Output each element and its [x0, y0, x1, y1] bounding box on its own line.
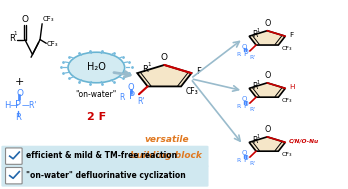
- Text: C/N/O-Nu: C/N/O-Nu: [289, 138, 319, 143]
- Text: P: P: [243, 49, 248, 58]
- Polygon shape: [249, 31, 285, 45]
- Polygon shape: [137, 65, 191, 86]
- Text: O: O: [264, 19, 270, 28]
- Text: versatile: versatile: [144, 135, 189, 144]
- Text: F: F: [289, 32, 293, 38]
- Circle shape: [68, 52, 125, 83]
- Text: CF₃: CF₃: [282, 46, 292, 51]
- Text: R': R': [137, 97, 145, 106]
- FancyBboxPatch shape: [1, 146, 208, 167]
- Text: O: O: [264, 125, 270, 134]
- Text: O: O: [161, 53, 168, 62]
- FancyBboxPatch shape: [1, 165, 208, 187]
- Text: P: P: [243, 155, 248, 164]
- Text: R: R: [237, 104, 241, 109]
- Text: O: O: [128, 83, 134, 92]
- Text: 1: 1: [14, 31, 17, 36]
- Text: CF₃: CF₃: [47, 41, 58, 47]
- Text: 1: 1: [257, 134, 260, 139]
- Text: "on-water" defluorinative cyclization: "on-water" defluorinative cyclization: [25, 171, 185, 180]
- Polygon shape: [249, 83, 285, 97]
- FancyBboxPatch shape: [6, 167, 22, 184]
- Text: O: O: [242, 43, 247, 50]
- Text: R': R': [250, 161, 256, 166]
- Text: O: O: [264, 71, 270, 80]
- Text: R: R: [143, 65, 149, 74]
- Text: R: R: [252, 30, 258, 39]
- Text: R': R': [250, 55, 256, 60]
- Text: CF₃: CF₃: [42, 16, 54, 22]
- Text: F: F: [196, 67, 201, 76]
- Text: R: R: [237, 158, 241, 163]
- Text: —R': —R': [22, 101, 37, 110]
- Text: O: O: [16, 89, 23, 98]
- Text: R: R: [9, 34, 15, 43]
- Text: R': R': [250, 107, 256, 112]
- Text: building block: building block: [130, 150, 202, 160]
- Text: 1: 1: [257, 28, 260, 33]
- Text: "on-water": "on-water": [76, 90, 117, 99]
- Text: R: R: [119, 93, 124, 102]
- Text: CF₃: CF₃: [282, 98, 292, 103]
- Text: 1: 1: [148, 62, 151, 67]
- Text: H₂O: H₂O: [87, 63, 106, 73]
- Text: R: R: [252, 136, 258, 145]
- Text: H: H: [289, 84, 294, 90]
- Text: O: O: [242, 96, 247, 102]
- Text: O: O: [21, 15, 29, 24]
- Text: CF₃: CF₃: [282, 152, 292, 157]
- Text: H—: H—: [5, 101, 19, 110]
- Text: P: P: [15, 100, 21, 110]
- Text: O: O: [242, 150, 247, 156]
- Text: 2 F: 2 F: [87, 112, 106, 122]
- Text: R: R: [237, 52, 241, 57]
- Text: efficient & mild & TM-free reaction: efficient & mild & TM-free reaction: [25, 151, 177, 160]
- Text: 1: 1: [257, 80, 260, 85]
- Text: R: R: [15, 113, 21, 122]
- Text: +: +: [15, 77, 24, 87]
- Polygon shape: [249, 137, 285, 151]
- Text: CF₃: CF₃: [185, 87, 198, 96]
- Text: P: P: [243, 101, 248, 110]
- Text: P: P: [129, 91, 135, 101]
- Text: R: R: [252, 82, 258, 91]
- FancyBboxPatch shape: [6, 148, 22, 164]
